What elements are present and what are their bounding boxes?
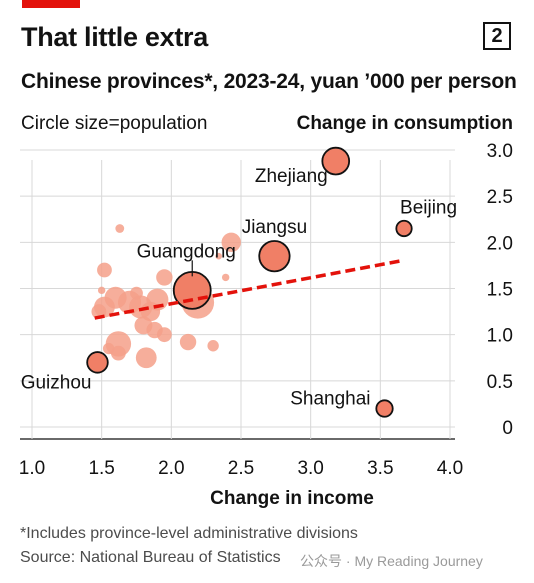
y-tick-label: 1.5 bbox=[487, 280, 513, 301]
chart-number-badge: 2 bbox=[483, 22, 511, 50]
point-label-guizhou: Guizhou bbox=[21, 372, 92, 393]
bubble-beijing bbox=[395, 219, 413, 238]
bubble-point bbox=[130, 286, 143, 300]
y-tick-label: 0 bbox=[502, 418, 513, 439]
x-tick-label: 2.0 bbox=[158, 458, 184, 479]
brand-red-tag bbox=[22, 0, 80, 8]
bubble-point bbox=[115, 224, 125, 233]
y-axis-label: Change in consumption bbox=[296, 113, 513, 134]
x-tick-label: 3.5 bbox=[367, 458, 393, 479]
x-tick-label: 1.5 bbox=[88, 458, 114, 479]
bubble-point bbox=[156, 269, 173, 286]
chart-subtitle: Chinese provinces*, 2023-24, yuan ’000 p… bbox=[21, 70, 517, 93]
grid-lines bbox=[20, 149, 455, 440]
y-tick-label: 2.0 bbox=[487, 233, 513, 254]
bubble-point bbox=[110, 345, 126, 361]
watermark: 公众号 · My Reading Journey bbox=[300, 553, 483, 569]
bubble-point bbox=[207, 340, 219, 352]
chart-title: That little extra bbox=[21, 22, 208, 52]
y-tick-label: 3.0 bbox=[487, 141, 513, 162]
point-label-shanghai: Shanghai bbox=[290, 389, 370, 410]
bubble-point bbox=[135, 347, 157, 369]
x-axis-label: Change in income bbox=[210, 488, 374, 509]
bubble-zhejiang bbox=[321, 146, 351, 176]
bubble-point bbox=[179, 333, 197, 351]
scatter-chart: Zhejiang Beijing Jiangsu Guangdong Guizhou Sh… bbox=[19, 141, 513, 479]
x-tick-label: 4.0 bbox=[437, 458, 463, 479]
x-tick-label: 1.0 bbox=[19, 458, 45, 479]
bubble-points bbox=[86, 146, 413, 418]
axis-ticks: 0 0.5 1.0 1.5 2.0 2.5 3.0 1.0 1.5 2.0 2.5 3.0 3.5 4.0 bbox=[19, 141, 513, 479]
footnote: *Includes province-level administrative … bbox=[20, 525, 358, 542]
bubble-point bbox=[102, 342, 115, 355]
y-tick-label: 1.0 bbox=[487, 326, 513, 347]
bubble-point bbox=[221, 232, 241, 253]
source-note: Source: National Bureau of Statistics bbox=[20, 549, 281, 566]
point-label-guangdong: Guangdong bbox=[137, 241, 236, 262]
size-legend-note: Circle size=population bbox=[21, 113, 208, 134]
point-label-jiangsu: Jiangsu bbox=[242, 217, 308, 238]
y-tick-label: 0.5 bbox=[487, 372, 513, 393]
bubble-point bbox=[97, 262, 112, 278]
trend-line-group bbox=[94, 259, 402, 320]
x-tick-label: 3.0 bbox=[297, 458, 323, 479]
x-tick-label: 2.5 bbox=[228, 458, 254, 479]
bubble-guangdong bbox=[172, 270, 212, 310]
bubble-point bbox=[215, 252, 223, 260]
bubble-guizhou bbox=[86, 351, 109, 374]
y-tick-label: 2.5 bbox=[487, 187, 513, 208]
point-label-zhejiang: Zhejiang bbox=[255, 166, 328, 187]
point-labels: Zhejiang Beijing Jiangsu Guangdong Guizhou Sh… bbox=[21, 166, 457, 409]
bubble-point bbox=[221, 273, 230, 282]
bubble-jiangsu bbox=[258, 240, 291, 273]
bubble-point bbox=[97, 286, 106, 295]
bubble-shanghai bbox=[375, 399, 394, 418]
bubble-point bbox=[156, 327, 172, 343]
point-label-beijing: Beijing bbox=[400, 197, 457, 218]
trend-line bbox=[94, 259, 402, 320]
